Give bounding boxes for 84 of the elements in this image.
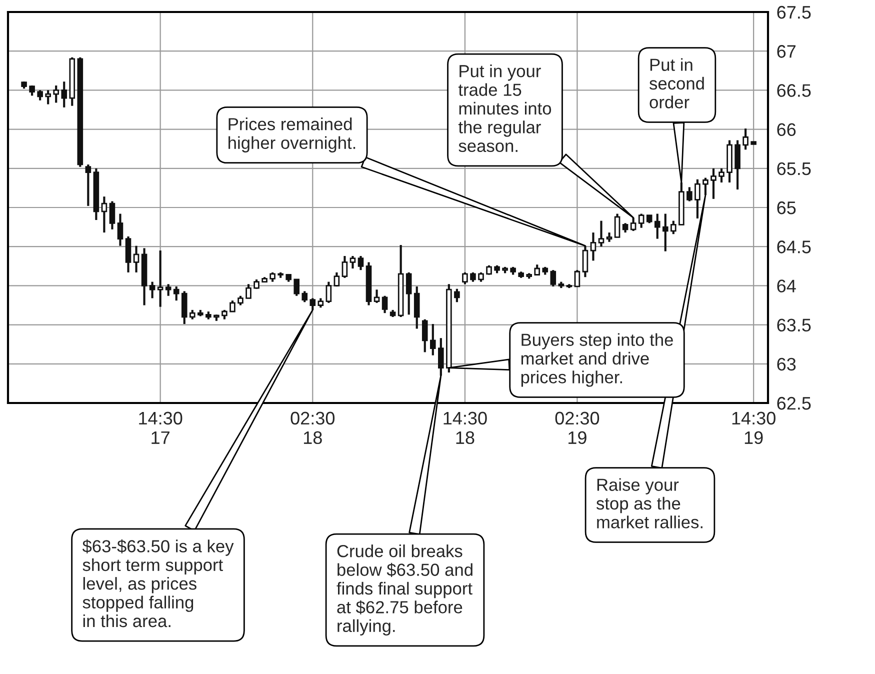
candlestick: [326, 280, 332, 304]
text: Crude oil breaks below $63.50 and finds final support at $62.75 before rallying.: [336, 544, 472, 636]
candlestick: [638, 212, 644, 229]
candlestick: [574, 269, 580, 288]
candlestick: [302, 290, 308, 304]
annotation: Put in second order: [649, 58, 704, 108]
candlestick: [117, 212, 124, 247]
candlestick: [310, 297, 316, 311]
x-tick-label: 14:30 18: [444, 412, 487, 444]
candlestick: [710, 167, 716, 200]
candlestick: [534, 264, 540, 276]
candlestick: [662, 212, 668, 252]
candlestick: [173, 285, 180, 302]
candlestick: [478, 271, 484, 283]
candlestick: [598, 220, 604, 248]
candlestick: [382, 294, 388, 314]
y-tick-label: 64.5: [777, 240, 811, 254]
candlestick: [230, 300, 236, 313]
candlestick: [149, 280, 156, 300]
annotation: Prices remained higher overnight.: [228, 118, 356, 152]
candlestick: [181, 290, 188, 326]
candlestick: [350, 254, 356, 270]
y-tick-label: 62.5: [777, 396, 811, 410]
y-tick-label: 64: [777, 280, 796, 292]
candlestick: [334, 271, 340, 288]
candlestick: [438, 337, 444, 377]
x-tick-label: 14:30 19: [732, 412, 776, 444]
candlestick: [430, 322, 436, 356]
annotation: Put in your trade 15 minutes into the regular season.: [458, 64, 552, 152]
candlestick: [29, 84, 35, 97]
x-tick-label: 02:30 19: [555, 412, 600, 444]
candlestick: [358, 254, 364, 272]
candlestick: [454, 288, 460, 304]
candlestick: [614, 212, 620, 238]
candlestick: [550, 269, 556, 288]
candlestick: [590, 231, 596, 262]
y-tick-label: 65.5: [777, 162, 811, 176]
candlestick: [222, 308, 228, 320]
candlestick: [742, 127, 748, 151]
candlestick: [157, 249, 164, 308]
candlestick: [470, 271, 476, 283]
candlestick: [133, 244, 140, 274]
y-tick-label: 66.5: [777, 84, 811, 97]
y-tick-label: 66: [777, 123, 796, 136]
y-tick-label: 65: [777, 201, 796, 214]
y-tick-label: 63: [777, 358, 796, 371]
candlestick: [125, 235, 132, 274]
candlestick: [189, 308, 196, 320]
text: Raise your stop as the market rallies.: [596, 478, 702, 528]
y-tick-label: 63.5: [777, 318, 811, 332]
candlestick: [37, 89, 43, 102]
y-tick-label: 67.5: [777, 6, 811, 19]
candlestick: [270, 271, 276, 283]
candlestick: [246, 283, 252, 300]
candlestick: [622, 222, 628, 234]
candlestick: [374, 288, 380, 304]
candlestick: [654, 212, 660, 240]
candlestick: [165, 283, 172, 297]
candlestick: [61, 80, 68, 108]
candlestick: [238, 294, 244, 306]
candlestick: [342, 254, 348, 279]
x-tick-label: 14:30 17: [139, 412, 182, 444]
candlestick: [294, 278, 300, 297]
candlestick: [414, 285, 420, 330]
candlestick: [486, 264, 492, 276]
candlestick: [318, 297, 324, 309]
candlestick: [686, 186, 692, 202]
candlestick: [734, 139, 740, 191]
candlestick: [406, 271, 412, 316]
candlestick: [422, 318, 428, 354]
x-tick-label: 02:30 18: [290, 412, 335, 444]
annotation: Buyers step into the market and drive prices higher.: [521, 333, 673, 387]
candlestick: [101, 196, 108, 234]
candlestick: [718, 167, 724, 184]
candlestick: [606, 231, 612, 243]
candlestick: [85, 163, 92, 207]
candlestick: [109, 200, 116, 230]
candlestick: [45, 89, 51, 106]
candlestick: [462, 271, 468, 286]
y-tick-label: 67: [777, 45, 796, 58]
candlestick: [53, 84, 59, 104]
candlestick: [670, 220, 676, 236]
text: $63-$63.50 is a key short term support level, as prices stopped falling in this area.: [82, 539, 234, 628]
candlestick: [254, 278, 260, 290]
